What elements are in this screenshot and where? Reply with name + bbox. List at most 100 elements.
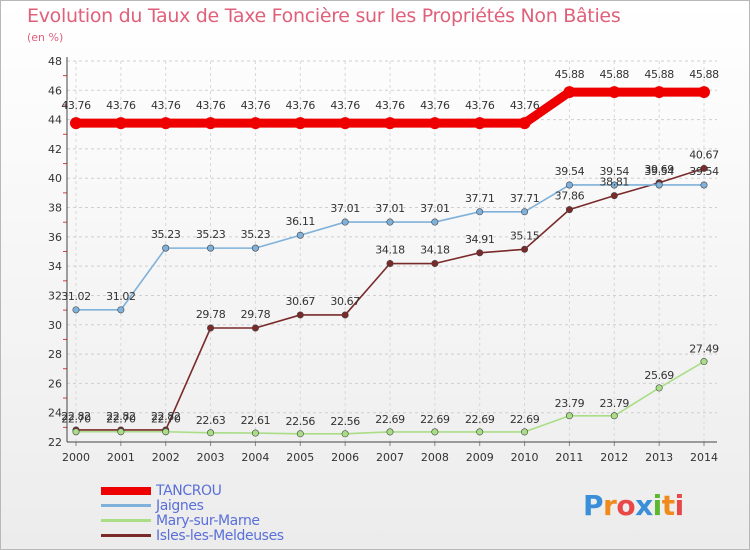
data-point (518, 117, 531, 130)
data-label: 23.79 (600, 397, 630, 410)
data-point (204, 117, 217, 130)
data-point (207, 244, 215, 252)
data-point (117, 306, 125, 314)
x-tick-label: 2005 (286, 451, 314, 464)
data-point (565, 181, 573, 189)
data-label: 39.54 (555, 165, 585, 178)
y-tick-label: 40 (48, 172, 62, 185)
data-label: 43.76 (106, 99, 136, 112)
data-label: 43.76 (61, 99, 91, 112)
x-tick-label: 2013 (645, 451, 673, 464)
y-tick-label: 22 (48, 436, 62, 449)
data-point (341, 430, 349, 438)
x-tick-label: 2002 (152, 451, 180, 464)
y-tick-label: 46 (48, 84, 62, 97)
data-point (476, 208, 484, 216)
data-label: 37.01 (420, 202, 450, 215)
data-label: 34.18 (375, 244, 405, 257)
data-label: 45.88 (689, 68, 719, 81)
data-label: 39.69 (644, 163, 674, 176)
legend-swatch (101, 519, 151, 522)
data-label: 22.70 (106, 413, 136, 426)
y-tick-label: 36 (48, 231, 62, 244)
data-label: 35.23 (241, 228, 271, 241)
data-label: 43.76 (465, 99, 495, 112)
data-label: 39.54 (600, 165, 630, 178)
y-tick-label: 38 (48, 202, 62, 215)
axes: 22 24 26 28 30 32 34 36 38 40 42 44 46 48 2000 2001 2002… (48, 55, 718, 464)
x-tick-label: 2003 (197, 451, 225, 464)
data-point (610, 181, 618, 189)
legend-swatch (101, 487, 151, 495)
data-label: 22.63 (196, 414, 226, 427)
data-label: 27.49 (689, 343, 719, 356)
data-point (521, 208, 529, 216)
data-point (608, 86, 621, 99)
data-label: 22.82 (151, 410, 181, 423)
data-labels: 22.82 22.82 22.82 29.78 29.78 30.67 30.67 34.18… (61, 68, 719, 428)
legend-label: Jaignes (156, 498, 204, 514)
data-label: 22.69 (375, 413, 405, 426)
y-tick-label: 28 (48, 348, 62, 361)
data-label: 22.69 (510, 413, 540, 426)
data-label: 45.88 (600, 68, 630, 81)
data-label: 31.02 (61, 290, 91, 303)
legend-label: Mary-sur-Marne (156, 513, 260, 529)
data-label: 37.71 (465, 192, 495, 205)
data-point (610, 412, 618, 420)
data-label: 43.76 (241, 99, 271, 112)
y-tick-label: 26 (48, 377, 62, 390)
data-point (386, 218, 394, 226)
data-label: 39.54 (689, 165, 719, 178)
data-point (700, 164, 708, 172)
data-label: 29.78 (196, 308, 226, 321)
brand-letter: i (652, 489, 663, 522)
data-point (431, 260, 439, 268)
legend-label: Isles-les-Meldeuses (156, 528, 284, 544)
data-label: 43.76 (420, 99, 450, 112)
data-label: 43.76 (151, 99, 181, 112)
data-point (565, 412, 573, 420)
y-tick-label: 34 (48, 260, 62, 273)
data-label: 45.88 (555, 68, 585, 81)
data-label: 22.82 (61, 410, 91, 423)
data-point (70, 117, 82, 130)
y-tick-label: 44 (48, 114, 62, 127)
data-label: 43.76 (286, 99, 316, 112)
y-tick-label: 32 (48, 289, 62, 302)
brand-letter: i (674, 489, 685, 522)
x-tick-label: 2014 (690, 451, 718, 464)
data-label: 31.02 (106, 290, 136, 303)
chart-title: Evolution du Taux de Taxe Foncière sur l… (27, 5, 621, 27)
data-point (339, 117, 352, 130)
data-label: 22.56 (286, 415, 316, 428)
x-tick-label: 2011 (555, 451, 583, 464)
data-label: 43.76 (196, 99, 226, 112)
data-point (207, 324, 215, 332)
data-point (431, 428, 439, 436)
data-label: 30.67 (330, 295, 360, 308)
data-point (700, 181, 708, 189)
data-point (72, 306, 80, 314)
brand-letter: r (603, 489, 617, 522)
data-label: 22.56 (330, 415, 360, 428)
data-point (653, 86, 666, 99)
data-point (610, 192, 618, 200)
x-tick-label: 2009 (466, 451, 494, 464)
data-label: 45.88 (644, 68, 674, 81)
data-point (476, 249, 484, 257)
data-point (296, 311, 304, 319)
y-tick-label: 30 (48, 319, 62, 332)
chart-subtitle: (en %) (27, 31, 64, 44)
data-label: 29.78 (241, 308, 271, 321)
brand-letter: o (616, 489, 636, 522)
legend-swatch (101, 534, 151, 537)
data-point (162, 428, 170, 436)
grid-lines (67, 60, 717, 443)
data-label: 37.86 (555, 190, 585, 203)
x-tick-label: 2010 (511, 451, 539, 464)
data-point (565, 206, 573, 214)
data-label: 43.76 (330, 99, 360, 112)
data-point (431, 218, 439, 226)
